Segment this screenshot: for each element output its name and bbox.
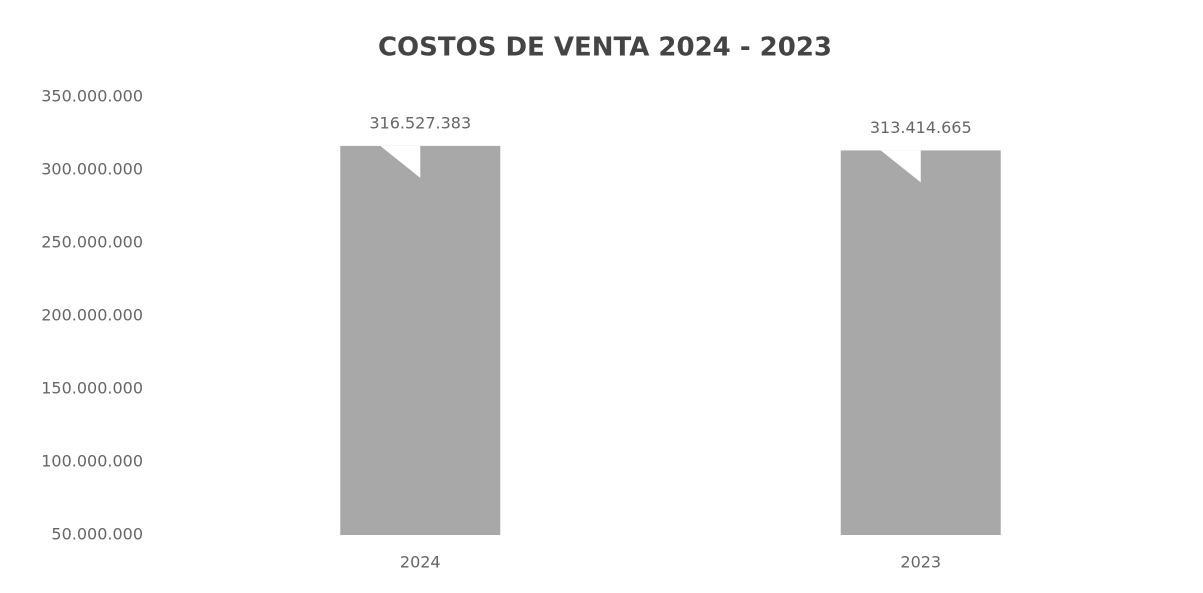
y-tick-label: 250.000.000 (41, 233, 143, 252)
x-tick-label: 2024 (400, 553, 441, 572)
label-pointer (880, 150, 921, 183)
value-label: 313.414.665 (870, 118, 972, 137)
chart-title: COSTOS DE VENTA 2024 - 2023 (378, 33, 832, 63)
y-tick-label: 50.000.000 (51, 525, 143, 544)
y-tick-label: 300.000.000 (41, 160, 143, 179)
y-tick-label: 200.000.000 (41, 306, 143, 325)
y-tick-label: 150.000.000 (41, 379, 143, 398)
bar (840, 150, 1001, 535)
y-tick-label: 100.000.000 (41, 452, 143, 471)
value-label: 316.527.383 (369, 113, 471, 132)
label-pointer (380, 145, 421, 178)
y-tick-label: 350.000.000 (41, 87, 143, 106)
x-tick-label: 2023 (900, 553, 941, 572)
bar (340, 145, 501, 535)
